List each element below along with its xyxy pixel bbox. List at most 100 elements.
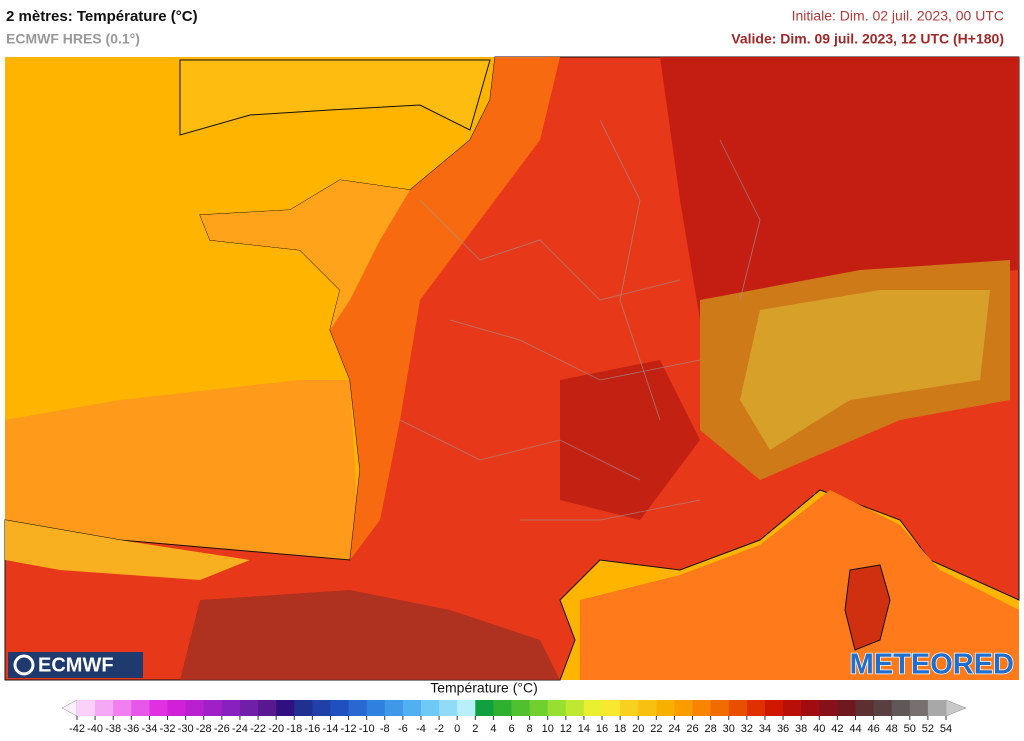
color-swatch xyxy=(493,700,512,716)
color-swatch xyxy=(873,700,893,716)
initial-time: Initiale: Dim. 02 juil. 2023, 00 UTC xyxy=(792,8,1004,24)
color-swatch xyxy=(330,700,350,716)
color-swatch xyxy=(764,700,784,716)
color-swatch xyxy=(602,700,621,716)
tick-label: -14 xyxy=(323,723,339,735)
tick-label: -26 xyxy=(214,723,230,735)
tick-label: 50 xyxy=(904,723,916,735)
tick-label: 32 xyxy=(741,723,753,735)
color-swatch xyxy=(819,700,838,716)
color-swatch xyxy=(312,700,331,716)
tick-label: -2 xyxy=(434,723,444,735)
color-swatch xyxy=(258,700,277,716)
tick-label: 30 xyxy=(723,723,735,735)
color-swatch xyxy=(420,700,440,716)
tick-label: -34 xyxy=(141,723,157,735)
legend-end-low xyxy=(61,699,78,717)
tick-label: 22 xyxy=(650,723,662,735)
tick-label: 2 xyxy=(472,723,478,735)
tick-label: 20 xyxy=(632,723,644,735)
map xyxy=(4,56,1020,681)
color-swatch xyxy=(113,700,132,716)
color-swatch xyxy=(511,700,531,716)
tick-label: -22 xyxy=(250,723,266,735)
tick-label: -6 xyxy=(398,723,408,735)
color-swatch xyxy=(95,700,114,716)
color-swatch xyxy=(203,700,223,716)
color-swatch xyxy=(837,700,856,716)
color-swatch xyxy=(710,700,730,716)
color-swatch xyxy=(728,700,748,716)
tick-label: -40 xyxy=(87,723,103,735)
color-swatch xyxy=(149,700,169,716)
tick-label: -36 xyxy=(123,723,139,735)
tick-label: 48 xyxy=(886,723,898,735)
color-swatch xyxy=(620,700,639,716)
color-swatch xyxy=(783,700,802,716)
color-swatch xyxy=(891,700,911,716)
color-swatch xyxy=(185,700,205,716)
ecmwf-text: ECMWF xyxy=(38,654,114,676)
color-swatch xyxy=(131,700,150,716)
color-swatch xyxy=(927,700,947,716)
color-swatch xyxy=(475,700,494,716)
color-swatch xyxy=(674,700,694,716)
tick-label: -12 xyxy=(341,723,357,735)
color-swatch xyxy=(529,700,549,716)
tick-label: -24 xyxy=(232,723,248,735)
tick-label: 42 xyxy=(831,723,843,735)
color-swatch xyxy=(457,700,476,716)
color-swatch xyxy=(366,700,386,716)
tick-label: -28 xyxy=(196,723,212,735)
tick-label: -42 xyxy=(69,723,85,735)
tick-label: 18 xyxy=(614,723,626,735)
tick-label: 54 xyxy=(940,723,952,735)
color-swatch xyxy=(439,700,458,716)
tick-label: 10 xyxy=(542,723,554,735)
tick-label: 46 xyxy=(867,723,879,735)
color-swatch xyxy=(801,700,820,716)
ecmwf-logo: ECMWF xyxy=(8,652,143,678)
color-swatch xyxy=(276,700,295,716)
tick-label: 16 xyxy=(596,723,608,735)
tick-label: 24 xyxy=(668,723,680,735)
tick-label: 0 xyxy=(454,723,460,735)
color-swatch xyxy=(384,700,404,716)
color-swatch xyxy=(909,700,929,716)
tick-label: 6 xyxy=(508,723,514,735)
color-swatch xyxy=(547,700,567,716)
legend-end-high xyxy=(945,699,967,717)
tick-label: -20 xyxy=(268,723,284,735)
tick-label: 14 xyxy=(578,723,590,735)
legend-title: Température (°C) xyxy=(430,680,538,696)
tick-label: 34 xyxy=(759,723,771,735)
tick-label: -16 xyxy=(304,723,320,735)
color-swatch xyxy=(402,700,422,716)
color-swatch xyxy=(692,700,712,716)
tick-label: -4 xyxy=(416,723,426,735)
color-swatch xyxy=(77,700,96,716)
tick-label: 44 xyxy=(849,723,861,735)
model-name: ECMWF HRES (0.1°) xyxy=(6,31,140,47)
tick-label: 12 xyxy=(560,723,572,735)
tick-label: -10 xyxy=(359,723,375,735)
color-swatch xyxy=(746,700,766,716)
color-swatch xyxy=(855,700,875,716)
tick-label: 38 xyxy=(795,723,807,735)
tick-label: -8 xyxy=(380,723,390,735)
color-swatch xyxy=(239,700,259,716)
color-swatch xyxy=(348,700,368,716)
color-swatch xyxy=(638,700,657,716)
color-swatch xyxy=(294,700,313,716)
color-swatch xyxy=(583,700,603,716)
color-swatch xyxy=(565,700,585,716)
tick-label: 26 xyxy=(686,723,698,735)
tick-label: -30 xyxy=(178,723,194,735)
tick-label: 52 xyxy=(922,723,934,735)
valid-time: Valide: Dim. 09 juil. 2023, 12 UTC (H+18… xyxy=(731,31,1004,47)
tick-label: 8 xyxy=(527,723,533,735)
color-bar xyxy=(77,700,947,716)
map-title: 2 mètres: Température (°C) xyxy=(6,8,198,25)
